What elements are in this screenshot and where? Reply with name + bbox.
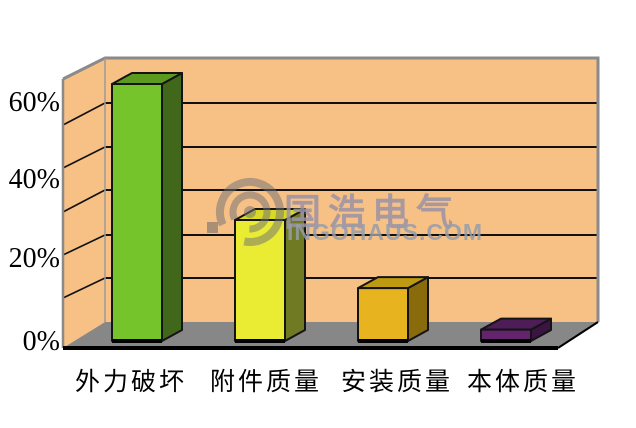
bar-4	[480, 317, 552, 343]
category-label-2: 附件质量	[209, 369, 323, 396]
ytick-40: 40%	[8, 164, 60, 195]
wall-frame	[61, 56, 600, 348]
ytick-60: 60%	[8, 87, 60, 118]
watermark-logo-icon	[207, 178, 285, 246]
axis-lines	[63, 321, 599, 350]
ytick-20: 20%	[8, 243, 60, 274]
watermark-domain-text: INGOHAUS.COM	[287, 219, 483, 245]
bars-layer	[111, 71, 552, 343]
gridlines	[105, 102, 598, 279]
watermark-brand-text: 国浩电气	[284, 192, 460, 233]
left-wall-ticks	[62, 102, 106, 299]
category-label-4: 本体质量	[466, 369, 580, 396]
floor	[63, 322, 598, 348]
category-label-3: 安装质量	[340, 369, 454, 396]
left-wall	[63, 58, 105, 348]
bar-3	[357, 276, 429, 343]
bar-1	[111, 71, 183, 343]
category-label-1: 外力破坏	[74, 369, 188, 396]
ytick-0: 0%	[22, 326, 60, 357]
